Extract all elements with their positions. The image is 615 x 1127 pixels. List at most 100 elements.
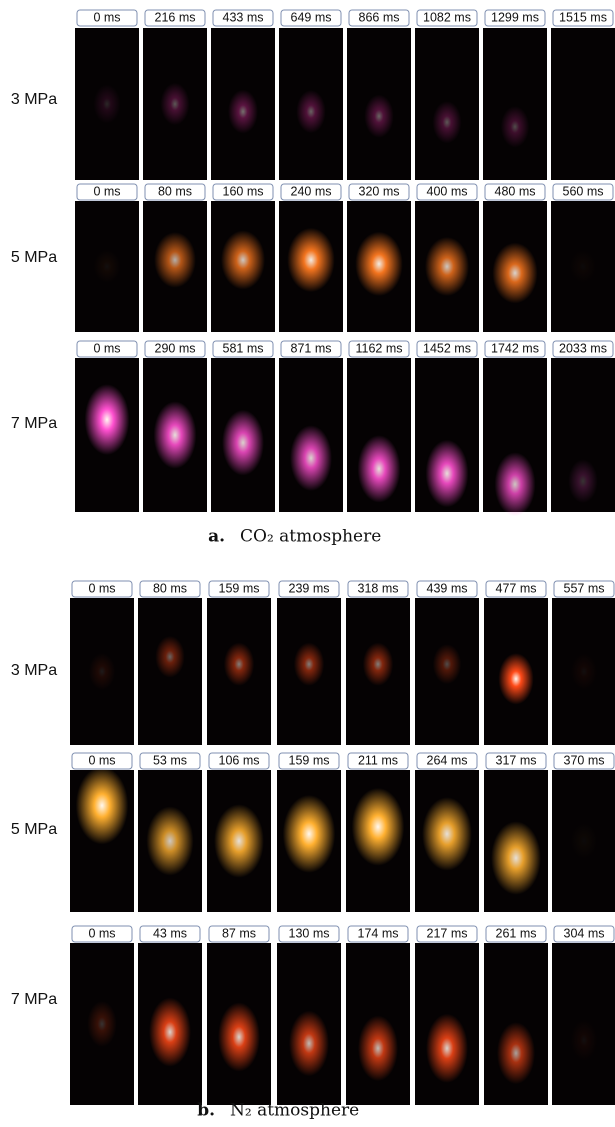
flame-glow	[149, 998, 191, 1067]
flame-glow	[146, 806, 193, 875]
row-label: 3 MPa	[11, 662, 57, 679]
frame-label: 160 ms	[223, 184, 264, 198]
flame-glow	[290, 425, 332, 491]
flame-glow	[155, 636, 184, 678]
frame-label: 1515 ms	[559, 10, 607, 24]
frame-label: 1452 ms	[423, 341, 471, 355]
flame-glow	[422, 797, 472, 870]
flame-glow	[364, 95, 393, 138]
frame-label: 400 ms	[427, 184, 468, 198]
frame-label: 439 ms	[427, 581, 468, 595]
frame-label: 1742 ms	[491, 341, 539, 355]
frame-label: 1082 ms	[423, 10, 471, 24]
frame-label: 480 ms	[495, 184, 536, 198]
flame-glow	[296, 90, 325, 133]
flame-glow	[571, 653, 597, 689]
flame-glow	[228, 90, 258, 134]
frame-label: 1162 ms	[355, 341, 402, 355]
frame-label: 581 ms	[223, 341, 264, 355]
frame-label: 53 ms	[153, 753, 187, 767]
frame-label: 239 ms	[289, 581, 330, 595]
frame-label: 2033 ms	[559, 341, 607, 355]
frame-label: 304 ms	[564, 926, 605, 940]
flame-glow	[161, 83, 190, 125]
row-label: 7 MPa	[11, 991, 57, 1008]
frame-image	[483, 28, 547, 180]
flame-glow	[89, 653, 116, 690]
frame-label: 0 ms	[88, 926, 115, 940]
frame-label: 290 ms	[155, 341, 196, 355]
frame-label: 0 ms	[93, 10, 120, 24]
flame-glow	[76, 767, 128, 845]
flame-glow	[571, 823, 597, 858]
frame-label: 43 ms	[153, 926, 187, 940]
frame-label: 106 ms	[219, 753, 260, 767]
frame-label: 0 ms	[93, 341, 120, 355]
flame-glow	[221, 230, 265, 289]
frame-label: 216 ms	[155, 10, 196, 24]
flame-glow	[426, 1014, 468, 1083]
frame-label: 240 ms	[291, 184, 332, 198]
row-label: 7 MPa	[11, 415, 57, 432]
flame-glow	[93, 85, 120, 124]
flame-glow	[289, 1011, 329, 1077]
frame-label: 871 ms	[291, 341, 332, 355]
row-label: 5 MPa	[11, 821, 57, 838]
frame-label: 130 ms	[289, 926, 330, 940]
caption-text: N₂ atmosphere	[230, 1101, 359, 1121]
frame-label: 211 ms	[358, 753, 398, 767]
frame-label: 159 ms	[219, 581, 260, 595]
frame-label: 560 ms	[563, 184, 604, 198]
flame-glow	[355, 232, 402, 296]
flame-glow	[283, 795, 335, 873]
frame-label: 80 ms	[153, 581, 187, 595]
caption-label: b.	[197, 1101, 215, 1121]
frame-image	[551, 28, 615, 180]
flame-glow	[154, 232, 196, 288]
frame-label: 557 ms	[564, 581, 605, 595]
frame-label: 264 ms	[427, 753, 468, 767]
frame-label: 320 ms	[359, 184, 400, 198]
flame-glow	[358, 1015, 398, 1081]
frame-label: 649 ms	[291, 10, 332, 24]
flame-glow	[433, 101, 462, 143]
row-label: 3 MPa	[11, 91, 57, 108]
flame-glow	[425, 237, 469, 296]
flame-glow	[358, 435, 401, 502]
caption-text: CO₂ atmosphere	[240, 527, 381, 547]
flame-glow	[571, 1020, 598, 1061]
frame-label: 0 ms	[88, 753, 115, 767]
flame-glow	[222, 410, 264, 476]
row-label: 5 MPa	[11, 249, 57, 266]
flame-glow	[497, 1022, 535, 1084]
frame-label: 217 ms	[427, 926, 468, 940]
frame-label: 1299 ms	[491, 10, 539, 24]
flame-glow	[492, 243, 537, 304]
frame-label: 159 ms	[289, 753, 330, 767]
flame-glow	[87, 1001, 116, 1047]
flame-glow	[501, 106, 529, 147]
frame-label: 0 ms	[88, 581, 115, 595]
caption-label: a.	[208, 527, 225, 547]
figure: 3 MPa 0 ms 216 ms 433 ms 649 ms 866 ms 1082 ms…	[0, 0, 615, 1127]
flame-glow	[294, 642, 324, 685]
frame-label: 866 ms	[359, 10, 400, 24]
frame-label: 0 ms	[93, 184, 120, 198]
frame-label: 433 ms	[223, 10, 264, 24]
flame-glow	[568, 459, 597, 503]
frame-label: 87 ms	[222, 926, 256, 940]
flame-glow	[433, 644, 461, 684]
flame-glow	[287, 228, 334, 292]
flame-glow	[363, 642, 393, 685]
frame-label: 317 ms	[496, 753, 537, 767]
flame-glow	[352, 788, 404, 866]
flame-glow	[224, 642, 254, 685]
flame-glow	[154, 401, 197, 468]
frame-label: 477 ms	[496, 581, 537, 595]
frame-label: 261 ms	[496, 926, 537, 940]
frame-label: 370 ms	[564, 753, 605, 767]
flame-glow	[218, 1002, 260, 1071]
flame-glow	[495, 452, 536, 516]
flame-glow	[491, 821, 541, 894]
frame-label: 174 ms	[358, 926, 399, 940]
